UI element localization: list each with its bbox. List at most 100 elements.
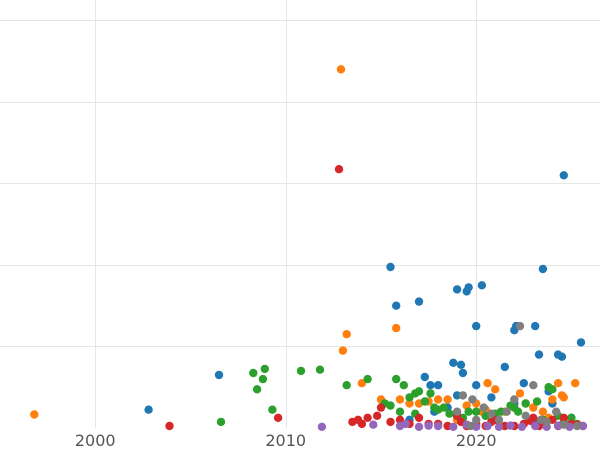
data-point — [399, 381, 408, 390]
data-point — [534, 350, 544, 359]
data-point — [557, 352, 567, 361]
data-point — [458, 368, 468, 378]
series-4 — [165, 165, 588, 431]
x-axis-tick-labels: 2000 2010 2020 — [75, 431, 497, 450]
data-point — [500, 362, 509, 372]
data-point — [376, 403, 386, 412]
data-points — [30, 65, 588, 431]
data-point — [458, 391, 468, 400]
data-point — [363, 413, 372, 422]
data-point — [552, 407, 561, 416]
data-point — [487, 409, 496, 418]
data-point — [252, 385, 262, 394]
data-point — [472, 415, 481, 424]
data-point — [401, 419, 410, 429]
data-point — [559, 420, 568, 429]
gridlines — [0, 0, 600, 428]
data-point — [426, 381, 435, 390]
data-point — [414, 422, 424, 431]
data-point — [494, 415, 504, 424]
data-point — [548, 395, 557, 404]
data-point — [420, 372, 429, 382]
data-point — [392, 323, 401, 333]
data-point — [472, 321, 481, 331]
data-point — [395, 395, 405, 404]
x-tick-label: 2000 — [75, 431, 116, 450]
series-1 — [144, 171, 586, 427]
data-point — [542, 417, 551, 427]
data-point — [502, 407, 511, 416]
data-point — [426, 389, 435, 398]
data-point — [336, 65, 346, 74]
data-point — [452, 285, 462, 294]
data-point — [487, 393, 496, 402]
data-point — [513, 407, 523, 416]
data-point — [369, 420, 378, 429]
data-point — [296, 366, 306, 376]
data-point — [531, 421, 540, 431]
data-point — [214, 370, 224, 380]
data-point — [445, 409, 454, 418]
data-point — [386, 401, 395, 410]
data-point — [517, 422, 527, 431]
data-point — [483, 421, 492, 431]
data-point — [338, 346, 348, 355]
data-point — [420, 397, 429, 406]
data-point — [317, 422, 327, 431]
data-point — [315, 365, 325, 374]
data-point — [477, 281, 487, 290]
data-point — [268, 405, 277, 414]
data-point — [576, 338, 586, 347]
data-point — [273, 413, 283, 422]
data-point — [363, 374, 372, 384]
data-point — [515, 321, 525, 331]
data-point — [510, 395, 519, 404]
data-point — [449, 358, 458, 367]
data-point — [572, 421, 582, 431]
data-point — [567, 413, 576, 422]
data-point — [559, 413, 568, 422]
data-point — [30, 410, 39, 419]
data-point — [144, 405, 153, 414]
data-point — [529, 403, 538, 412]
data-point — [464, 407, 473, 416]
data-point — [405, 399, 414, 408]
data-point — [571, 379, 580, 388]
data-point — [538, 264, 548, 274]
data-point — [559, 393, 568, 402]
data-point — [521, 399, 530, 408]
data-point — [258, 374, 268, 384]
data-point — [249, 368, 258, 378]
data-point — [372, 411, 382, 420]
data-point — [491, 385, 500, 394]
data-point — [521, 411, 530, 420]
series-6 — [452, 321, 582, 431]
data-point — [483, 379, 492, 388]
data-point — [553, 379, 563, 388]
data-point — [519, 379, 528, 388]
data-point — [548, 385, 557, 394]
data-point — [433, 421, 443, 431]
data-point — [334, 165, 344, 174]
data-point — [395, 407, 405, 416]
data-point — [506, 421, 515, 430]
data-point — [464, 283, 473, 292]
data-point — [452, 391, 462, 400]
data-point — [456, 360, 466, 369]
data-point — [531, 321, 540, 331]
x-tick-label: 2020 — [456, 431, 497, 450]
data-point — [559, 171, 568, 180]
data-point — [538, 407, 548, 416]
data-point — [414, 413, 424, 422]
data-point — [578, 421, 588, 431]
data-point — [342, 330, 351, 339]
data-point — [472, 381, 481, 390]
data-point — [472, 407, 481, 416]
data-point — [411, 389, 420, 398]
data-point — [515, 389, 525, 398]
data-point — [452, 407, 462, 416]
data-point — [433, 381, 443, 390]
data-point — [433, 395, 443, 404]
